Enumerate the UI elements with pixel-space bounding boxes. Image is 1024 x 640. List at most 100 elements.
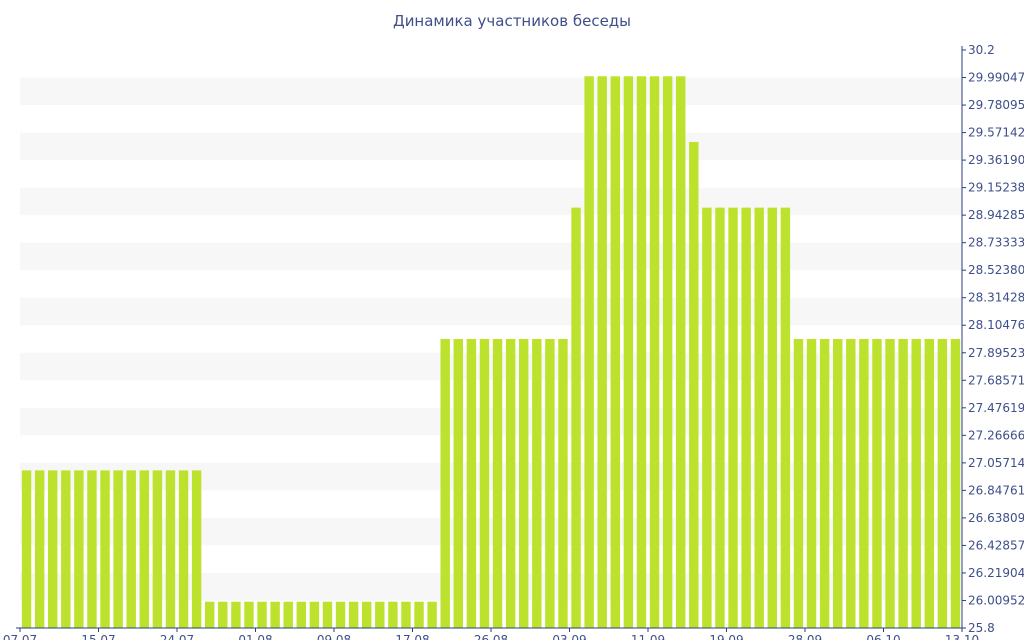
bar[interactable] [885,339,895,628]
bar[interactable] [388,601,398,628]
bar[interactable] [937,339,948,628]
bar[interactable] [571,207,581,628]
bar[interactable] [48,470,58,628]
bar[interactable] [479,339,490,628]
bar[interactable] [362,601,372,628]
bar[interactable] [218,601,228,628]
bar[interactable] [139,470,149,628]
y-tick-label: 27.685714 [968,373,1024,387]
y-tick-label: 29.152380 [968,181,1024,195]
bar[interactable] [113,470,123,628]
bar[interactable] [283,601,293,628]
bar[interactable] [505,339,516,628]
grid-band [20,187,962,216]
bar[interactable] [623,76,634,628]
bar[interactable] [872,339,882,628]
bar[interactable] [558,339,568,628]
bar[interactable] [636,76,647,628]
bar[interactable] [859,339,869,628]
bar[interactable] [702,207,712,628]
bar[interactable] [178,470,189,628]
bar[interactable] [257,601,267,628]
x-tick-label: 11.09 [631,633,665,640]
x-tick-label: 03.09 [552,633,586,640]
bar[interactable] [296,601,306,628]
bar[interactable] [597,76,607,628]
bar[interactable] [414,601,424,628]
bar[interactable] [309,601,320,628]
bar[interactable] [244,601,254,628]
bar[interactable] [126,470,136,628]
bar[interactable] [61,470,71,628]
x-tick-label: 09.08 [317,633,351,640]
bar[interactable] [74,470,84,628]
bar[interactable] [715,207,725,628]
y-tick-label: 29.990476 [968,71,1024,85]
grid-band [20,352,962,381]
bar[interactable] [728,207,738,628]
y-tick-label: 28.733333 [968,236,1024,250]
y-tick-label: 27.266666 [968,428,1024,442]
y-tick-label: 28.104761 [968,318,1024,332]
bar[interactable] [205,601,215,628]
bar[interactable] [662,76,673,628]
bar[interactable] [819,339,830,628]
bar[interactable] [898,339,908,628]
y-tick-label: 29.571428 [968,126,1024,140]
bar[interactable] [34,470,45,628]
x-tick-label: 26.08 [474,633,508,640]
bar[interactable] [545,339,555,628]
bar[interactable] [780,207,791,628]
grid-band [20,462,962,491]
bar[interactable] [767,207,777,628]
bar[interactable] [741,207,751,628]
bar[interactable] [453,339,463,628]
bar[interactable] [649,76,660,628]
bar[interactable] [191,470,202,628]
bar[interactable] [270,601,280,628]
chart-title: Динамика участников беседы [392,12,632,30]
bar[interactable] [833,339,843,628]
bar[interactable] [375,601,385,628]
bar[interactable] [492,339,503,628]
bar[interactable] [466,339,477,628]
bar[interactable] [754,207,764,628]
y-tick-label: 25.8 [968,621,995,635]
y-tick-label: 28.942857 [968,208,1024,222]
bar[interactable] [335,601,346,628]
bar[interactable] [584,76,594,628]
bar[interactable] [911,339,921,628]
y-tick-label: 29.361904 [968,153,1024,167]
x-tick-label: 07.07 [3,633,37,640]
bar[interactable] [87,470,97,628]
grid-band [20,77,962,106]
bar[interactable] [532,339,542,628]
bar[interactable] [401,601,411,628]
bar[interactable] [322,601,333,628]
bar[interactable] [950,339,961,628]
bar[interactable] [806,339,817,628]
y-tick-label: 26.847619 [968,483,1024,497]
bar[interactable] [348,601,359,628]
bar[interactable] [676,76,686,628]
bar[interactable] [846,339,856,628]
bar[interactable] [231,601,241,628]
bar[interactable] [924,339,934,628]
bar[interactable] [21,470,32,628]
bar[interactable] [440,339,450,628]
x-tick-label: 24.07 [160,633,194,640]
y-tick-label: 28.523809 [968,263,1024,277]
y-tick-label: 27.476190 [968,401,1024,415]
bar[interactable] [165,470,176,628]
bar[interactable] [100,470,110,628]
bar[interactable] [427,601,437,628]
bar[interactable] [152,470,163,628]
bar[interactable] [689,141,699,628]
bar[interactable] [793,339,804,628]
bar[interactable] [519,339,529,628]
bar[interactable] [610,76,620,628]
